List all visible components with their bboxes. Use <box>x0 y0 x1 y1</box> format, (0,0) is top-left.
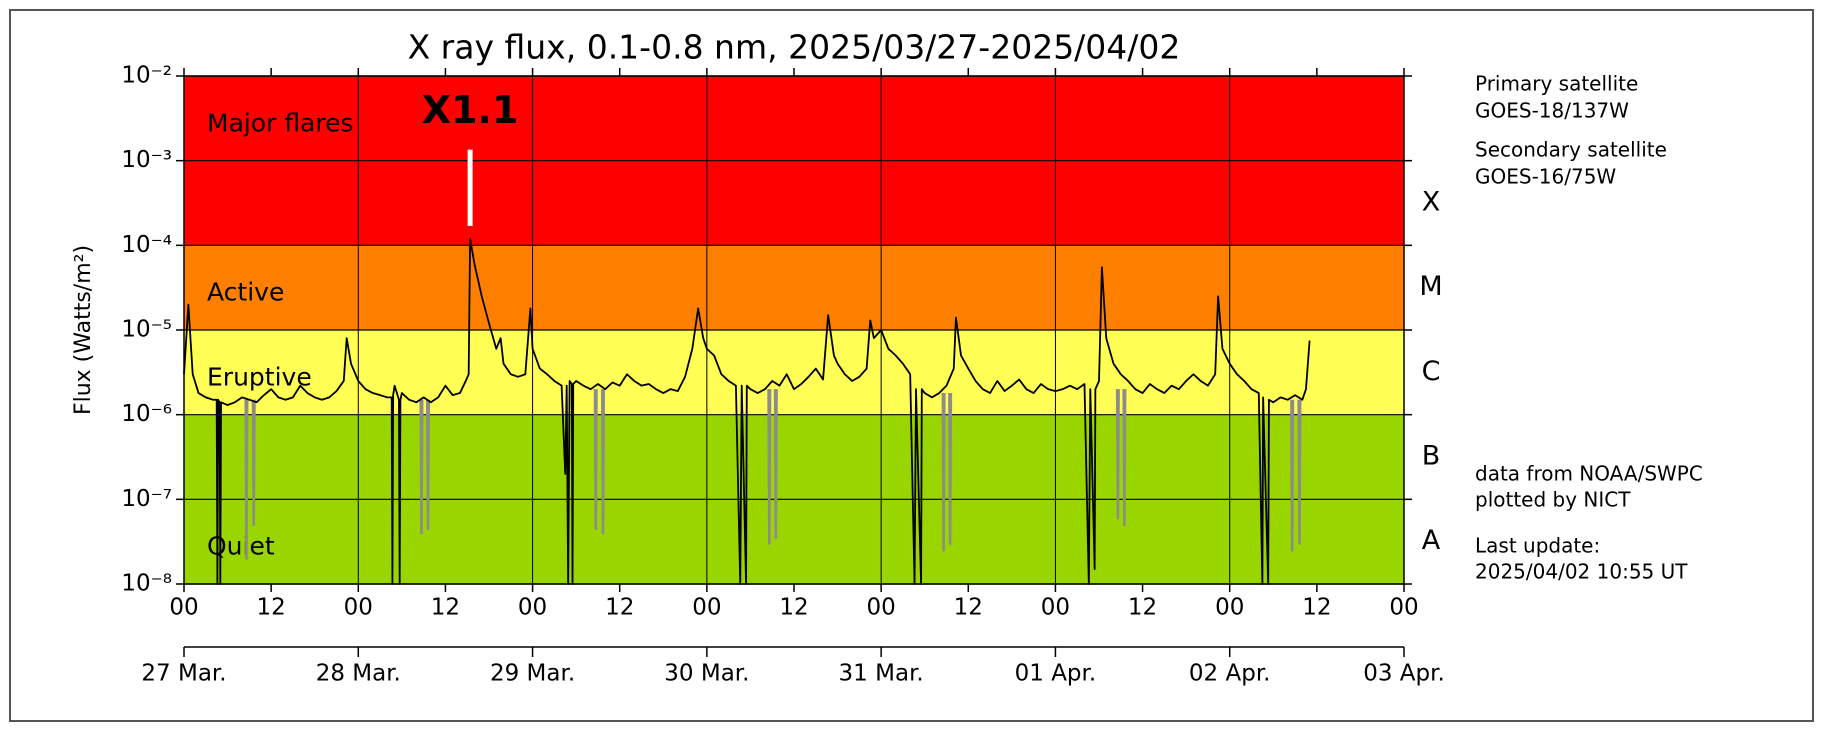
chart-title: X ray flux, 0.1-0.8 nm, 2025/03/27-2025/… <box>408 28 1181 67</box>
band-label: Major flares <box>207 108 354 137</box>
date-label: 02 Apr. <box>1189 661 1271 687</box>
band <box>184 245 1404 330</box>
date-label: 27 Mar. <box>141 661 226 687</box>
class-label: B <box>1422 441 1441 472</box>
date-label: 29 Mar. <box>490 661 575 687</box>
update-label: Last update: <box>1475 534 1600 558</box>
legend-satellite: GOES-18/137W <box>1475 99 1629 123</box>
legend-name: Secondary satellite <box>1475 138 1667 162</box>
y-tick-label: 10⁻² <box>121 63 172 89</box>
y-tick-label: 10⁻⁶ <box>121 401 172 427</box>
y-tick-label: 10⁻⁴ <box>121 232 172 258</box>
date-label: 01 Apr. <box>1015 661 1097 687</box>
date-label: 30 Mar. <box>664 661 749 687</box>
band <box>184 330 1404 415</box>
x-tick-label: 00 <box>867 595 896 621</box>
series-line <box>244 389 1302 560</box>
x-tick-label: 00 <box>518 595 547 621</box>
x-tick-label: 00 <box>692 595 721 621</box>
update-time: 2025/04/02 10:55 UT <box>1475 560 1688 584</box>
x-tick-label: 00 <box>1215 595 1244 621</box>
class-label: A <box>1422 525 1441 556</box>
x-tick-label: 12 <box>779 595 808 621</box>
x-tick-label: 00 <box>169 595 198 621</box>
y-tick-label: 10⁻⁵ <box>121 317 172 343</box>
x-tick-label: 12 <box>257 595 286 621</box>
annotation-text: X1.1 <box>422 88 519 132</box>
x-tick-label: 12 <box>431 595 460 621</box>
series-line <box>183 237 1311 585</box>
x-tick-label: 12 <box>605 595 634 621</box>
y-tick-label: 10⁻⁸ <box>121 571 172 597</box>
date-label: 28 Mar. <box>316 661 401 687</box>
plot-frame <box>183 75 1405 585</box>
y-tick-label: 10⁻³ <box>121 147 172 173</box>
x-tick-label: 00 <box>1389 595 1418 621</box>
class-label: M <box>1419 271 1442 302</box>
y-axis-label: Flux (Watts/m²) <box>71 245 96 415</box>
credit: plotted by NICT <box>1475 488 1631 512</box>
legend-satellite: GOES-16/75W <box>1475 165 1616 189</box>
class-label: C <box>1422 356 1441 387</box>
legend-name: Primary satellite <box>1475 72 1638 96</box>
x-tick-label: 00 <box>344 595 373 621</box>
band-label: Active <box>207 278 284 307</box>
date-label: 03 Apr. <box>1363 661 1445 687</box>
date-label: 31 Mar. <box>839 661 924 687</box>
credit: data from NOAA/SWPC <box>1475 462 1703 486</box>
x-tick-label: 12 <box>1128 595 1157 621</box>
class-label: X <box>1422 187 1441 218</box>
x-tick-label: 12 <box>1302 595 1331 621</box>
x-tick-label: 12 <box>954 595 983 621</box>
x-tick-label: 00 <box>1041 595 1070 621</box>
band-label: Eruptive <box>207 362 312 391</box>
y-tick-label: 10⁻⁷ <box>121 486 172 512</box>
